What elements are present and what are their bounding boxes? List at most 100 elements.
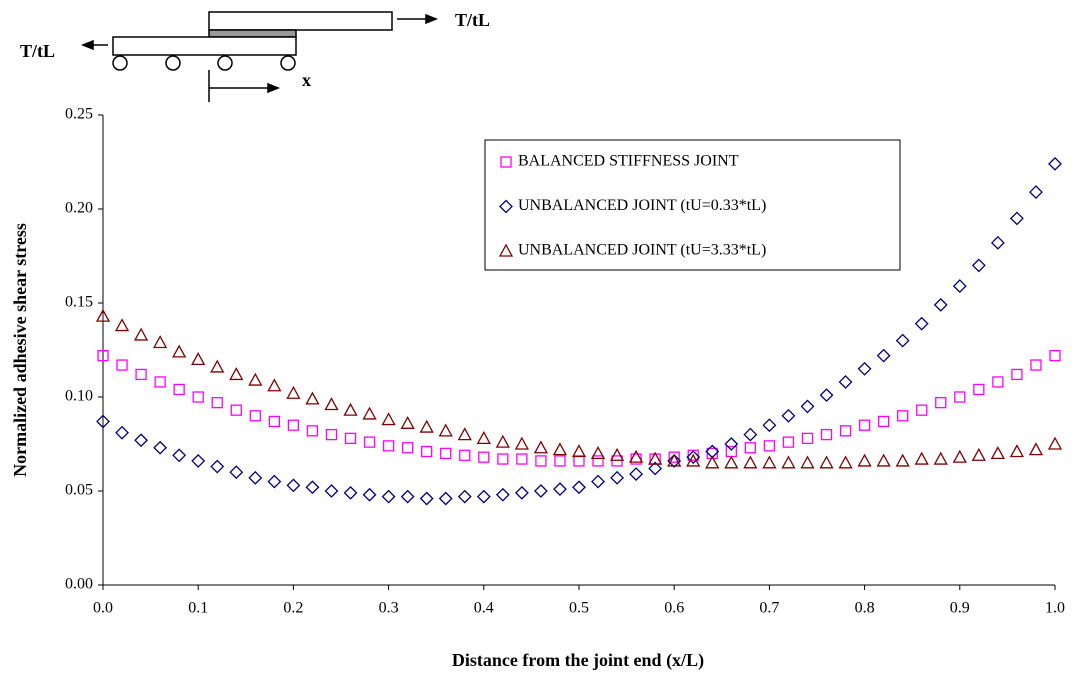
square-marker — [382, 440, 395, 452]
square-marker — [877, 415, 890, 428]
square-marker — [592, 455, 604, 467]
square-marker — [516, 453, 528, 465]
x-tick-label: 0.9 — [950, 600, 970, 617]
triangle-marker — [914, 451, 929, 465]
triangle-marker — [1047, 436, 1063, 450]
square-marker — [535, 455, 547, 467]
diamond-marker — [267, 474, 282, 489]
legend — [484, 139, 901, 271]
square-marker — [306, 425, 319, 437]
triangle-marker — [609, 447, 625, 461]
legend-label: UNBALANCED JOINT (tU=0.33*tL) — [518, 197, 766, 214]
square-marker — [135, 368, 147, 381]
triangle-marker — [1009, 444, 1025, 458]
diamond-marker — [610, 470, 624, 485]
upper-plate — [208, 11, 393, 31]
arrow-head — [425, 13, 439, 25]
square-marker — [401, 442, 414, 454]
diamond-marker — [914, 316, 929, 331]
diamond-marker — [134, 433, 148, 448]
x-axis-title: Distance from the joint end (x/L) — [452, 650, 704, 671]
diamond-marker — [476, 489, 491, 504]
square-marker — [839, 425, 852, 437]
y-tick-label: 0.10 — [65, 388, 93, 405]
square-marker — [440, 447, 452, 460]
diamond-marker — [629, 467, 644, 481]
diamond-marker — [933, 297, 948, 312]
triangle-marker — [552, 442, 568, 456]
square-marker — [500, 156, 512, 168]
triangle-marker — [876, 453, 891, 467]
diamond-marker — [819, 388, 834, 403]
diamond-marker — [648, 461, 663, 476]
triangle-marker — [229, 367, 244, 381]
triangle-marker — [724, 455, 739, 469]
square-marker — [421, 445, 433, 458]
square-marker — [725, 445, 737, 458]
square-marker — [154, 376, 166, 388]
lower-plate — [112, 36, 297, 56]
diamond-marker — [857, 361, 872, 376]
square-marker — [744, 442, 757, 454]
square-marker — [325, 428, 338, 441]
square-marker — [1030, 359, 1042, 371]
roller — [280, 55, 296, 71]
square-marker — [916, 404, 928, 416]
triangle-marker — [629, 449, 644, 463]
triangle-marker — [648, 451, 663, 465]
diamond-marker — [499, 199, 513, 214]
triangle-marker — [533, 440, 549, 454]
triangle-marker — [952, 449, 967, 463]
triangle-marker — [571, 444, 587, 458]
triangle-marker — [590, 446, 606, 460]
square-marker — [573, 455, 585, 467]
force-label: T/tL — [455, 10, 490, 30]
triangle-marker — [191, 352, 206, 366]
diamond-marker — [686, 450, 701, 465]
x-tick-label: 0.8 — [855, 600, 875, 617]
square-marker — [763, 440, 776, 452]
diamond-marker — [553, 482, 567, 497]
x-tick-label: 0.3 — [379, 600, 399, 617]
diamond-marker — [305, 480, 320, 495]
y-tick-label: 0.25 — [65, 106, 93, 123]
diamond-marker — [514, 485, 529, 500]
square-marker — [459, 449, 471, 461]
x-tick-label: 0.4 — [474, 600, 494, 617]
diamond-marker — [667, 454, 682, 468]
diamond-marker — [210, 459, 225, 474]
square-marker — [858, 419, 871, 431]
square-marker — [973, 383, 985, 396]
triangle-marker — [343, 402, 358, 416]
square-marker — [116, 359, 128, 371]
y-axis-title: Normalized adhesive shear stress — [10, 223, 30, 477]
diamond-marker — [172, 448, 187, 463]
x-tick-label: 1.0 — [1045, 600, 1065, 617]
diamond-marker — [724, 437, 739, 451]
diamond-marker — [534, 484, 548, 498]
square-marker — [1049, 349, 1061, 362]
diamond-marker — [591, 474, 605, 489]
arrow-head — [267, 82, 281, 94]
triangle-marker — [210, 359, 225, 373]
diamond-marker — [572, 480, 586, 495]
legend-label: UNBALANCED JOINT (tU=3.33*tL) — [518, 242, 766, 259]
square-marker — [782, 436, 795, 448]
triangle-marker — [514, 436, 529, 450]
triangle-marker — [933, 451, 948, 465]
triangle-marker — [800, 455, 815, 469]
triangle-marker — [248, 372, 263, 386]
diamond-marker — [115, 425, 129, 440]
triangle-marker — [1028, 442, 1044, 456]
triangle-marker — [133, 327, 149, 341]
square-marker — [820, 428, 833, 441]
diamond-marker — [400, 489, 415, 504]
x-tick-label: 0.5 — [569, 600, 589, 617]
triangle-marker — [495, 434, 510, 448]
diamond-marker — [781, 408, 796, 423]
triangle-marker — [743, 455, 758, 469]
diamond-marker — [248, 470, 263, 485]
square-marker — [344, 432, 357, 445]
triangle-marker — [762, 455, 777, 469]
triangle-marker — [362, 406, 377, 420]
